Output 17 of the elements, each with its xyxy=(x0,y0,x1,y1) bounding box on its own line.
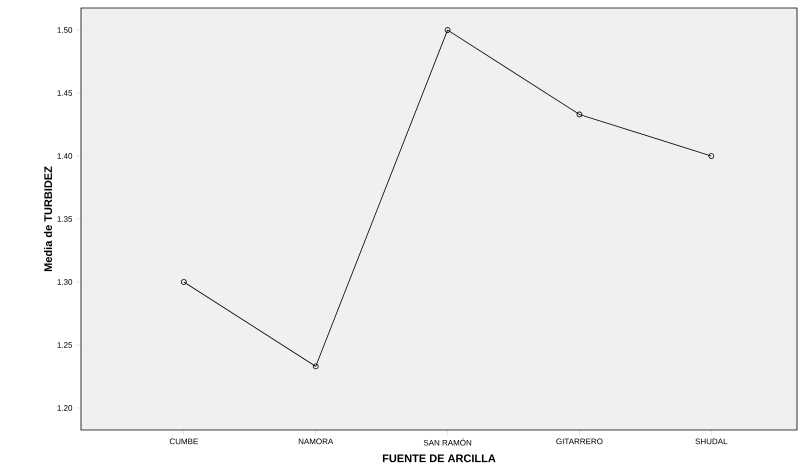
y-tick-label: 1.35 xyxy=(58,216,72,222)
y-tick-label: 1.40 xyxy=(58,153,72,159)
x-tick-label: SAN RAMÓN xyxy=(424,438,472,446)
y-tick-label: 1.25 xyxy=(58,342,72,348)
y-tick-label: 1.20 xyxy=(58,405,72,411)
x-tick-label: NAMORA xyxy=(298,438,334,444)
x-tick-label: GITARRERO xyxy=(556,438,603,444)
point xyxy=(444,27,450,33)
point xyxy=(312,363,319,370)
x-axis-title: FUENTE DE ARCILLA xyxy=(382,454,496,462)
y-tick-label: 1.50 xyxy=(58,27,72,33)
y-tick-label: 1.30 xyxy=(58,279,72,285)
x-tick-label: SHUDAL xyxy=(695,438,728,444)
x-tick-label: CUMBE xyxy=(170,438,198,444)
point xyxy=(576,112,582,118)
y-axis-title: Media de TURBIDEZ xyxy=(44,166,52,272)
y-tick-label: 1.45 xyxy=(58,90,72,96)
